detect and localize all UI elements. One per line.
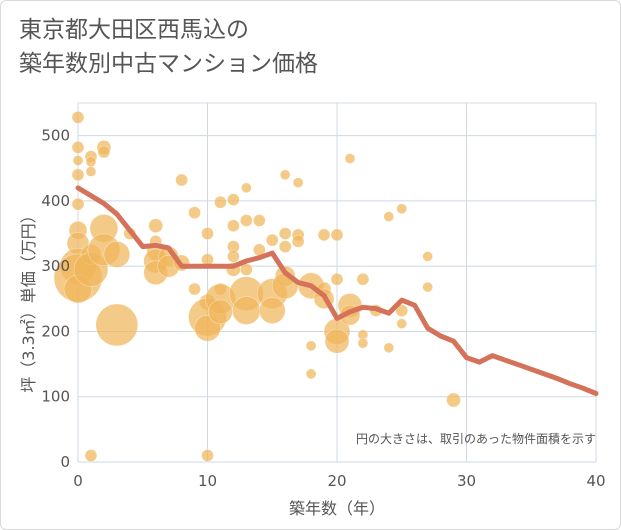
bubble-point	[188, 206, 201, 219]
bubble-point	[148, 218, 163, 234]
y-axis-label: 坪（3.3㎡）単価（万円）	[19, 207, 38, 392]
x-axis-label: 築年数（年）	[289, 499, 385, 518]
bubble-point	[201, 227, 214, 240]
trend-line	[75, 185, 599, 396]
bubble-point	[383, 211, 395, 222]
grid-lines	[77, 102, 597, 463]
bubble-layer	[53, 111, 461, 462]
y-tick-label: 500	[41, 127, 70, 145]
bubble-point	[227, 193, 240, 206]
bubble-point	[292, 177, 304, 188]
bubble-point	[241, 182, 252, 194]
bubble-point	[227, 250, 240, 263]
bubble-point	[330, 228, 344, 242]
y-tick-label: 0	[60, 453, 70, 471]
bubble-point	[71, 197, 85, 211]
chart-title: 東京都大田区西馬込の 築年数別中古マンション価格	[19, 13, 318, 81]
bubble-point	[258, 297, 286, 324]
bubble-point	[278, 227, 292, 240]
bubble-point	[396, 203, 408, 215]
bubble-point	[422, 281, 433, 293]
bubble-point	[324, 328, 350, 354]
bubble-size-note: 円の大きさは、取引のあった物件面積を示す	[356, 431, 596, 446]
bubble-point	[395, 304, 409, 317]
bubble-point	[330, 272, 344, 286]
bubble-point	[188, 282, 201, 296]
bubble-point	[214, 195, 227, 209]
bubble-point	[232, 296, 261, 325]
bubble-point	[71, 111, 85, 124]
bubble-point	[396, 318, 408, 329]
chart-title-line-2: 築年数別中古マンション価格	[19, 51, 318, 77]
bubble-point	[103, 241, 131, 268]
bubble-point	[175, 173, 188, 187]
bubble-point	[71, 141, 85, 154]
bubble-point	[227, 219, 240, 233]
x-tick-label: 30	[457, 472, 476, 490]
bubble-point	[383, 342, 395, 354]
bubble-point	[252, 214, 266, 227]
chart-title-line-1: 東京都大田区西馬込の	[19, 17, 249, 43]
bubble-point	[305, 340, 317, 352]
bubble-point	[422, 251, 433, 262]
bubble-point	[446, 392, 461, 408]
y-tick-label: 400	[41, 192, 70, 210]
y-tick-label: 300	[41, 257, 70, 275]
bubble-point	[201, 449, 214, 462]
bubble-point	[95, 303, 139, 347]
x-tick-label: 20	[327, 472, 346, 490]
bubble-point	[84, 449, 98, 462]
bubble-point	[208, 299, 233, 325]
bubble-point	[265, 233, 279, 247]
bubble-point	[97, 145, 111, 159]
bubble-point	[305, 368, 317, 380]
x-tick-label: 0	[73, 472, 83, 490]
bubble-point	[85, 156, 97, 168]
bubble-point	[279, 169, 291, 181]
bubble-point	[72, 155, 84, 166]
bubble-point	[278, 240, 292, 253]
bubble-point	[357, 337, 369, 349]
bubble-point	[71, 168, 85, 182]
y-tick-label: 100	[41, 388, 70, 406]
x-tick-label: 10	[198, 472, 217, 490]
bubble-point	[291, 235, 305, 248]
bubble-point	[240, 214, 253, 227]
bubble-point	[344, 153, 356, 164]
bubble-point	[356, 272, 370, 286]
bubble-point	[317, 228, 331, 242]
trend-line-layer	[75, 185, 599, 396]
x-tick-label: 40	[586, 472, 605, 490]
bubble-point	[85, 166, 97, 177]
y-tick-label: 200	[41, 322, 70, 340]
